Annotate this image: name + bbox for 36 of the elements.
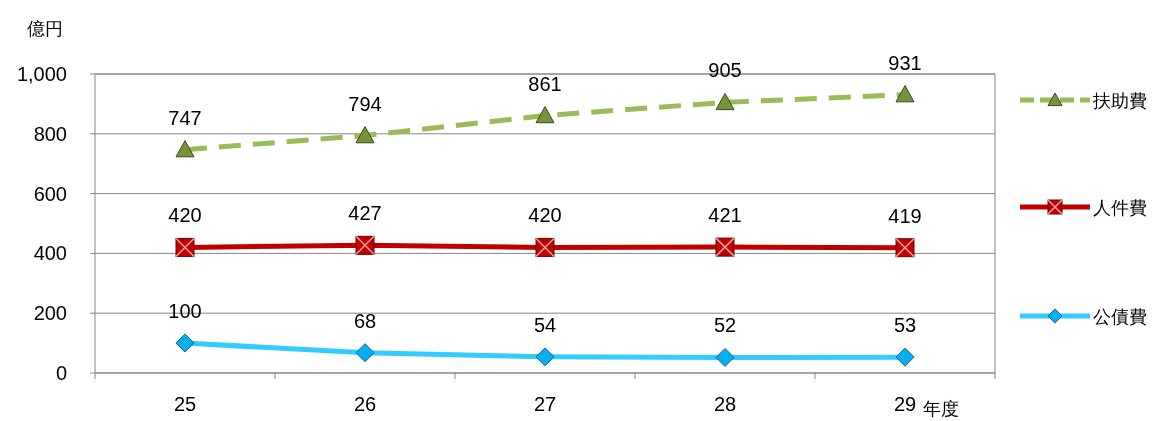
point bbox=[715, 92, 735, 111]
x-tick-label: 25 bbox=[173, 393, 197, 415]
data-label: 905 bbox=[708, 59, 742, 82]
y-tick-label: 600 bbox=[33, 182, 67, 205]
y-tick-label: 1,000 bbox=[16, 63, 67, 85]
data-label: 427 bbox=[348, 202, 382, 225]
data-label: 100 bbox=[168, 300, 202, 323]
data-label: 52 bbox=[713, 314, 737, 337]
x-axis-title: 年度 bbox=[923, 399, 959, 419]
point bbox=[355, 126, 375, 144]
x-tick-label: 28 bbox=[713, 393, 737, 415]
legend-label: 扶助費 bbox=[1092, 91, 1147, 111]
data-label: 68 bbox=[353, 309, 377, 332]
x-tick-label: 29 bbox=[893, 393, 917, 415]
data-label: 420 bbox=[528, 204, 562, 227]
data-label: 861 bbox=[528, 72, 562, 95]
data-label: 931 bbox=[888, 51, 922, 74]
data-label: 747 bbox=[168, 106, 202, 129]
x-tick-label: 27 bbox=[533, 393, 557, 415]
point bbox=[895, 85, 915, 103]
legend-label: 人件費 bbox=[1093, 198, 1147, 218]
data-label: 420 bbox=[168, 204, 202, 227]
y-tick-label: 800 bbox=[33, 122, 67, 145]
data-label: 54 bbox=[533, 313, 557, 336]
x-tick-label: 26 bbox=[353, 393, 377, 415]
data-label: 421 bbox=[708, 204, 742, 227]
data-label: 794 bbox=[348, 92, 382, 115]
point bbox=[175, 140, 195, 158]
y-axis-title: 億円 bbox=[27, 19, 63, 39]
point bbox=[535, 106, 555, 124]
legend-label: 公債費 bbox=[1093, 307, 1147, 327]
y-tick-label: 0 bbox=[55, 362, 67, 384]
data-label: 53 bbox=[893, 314, 917, 337]
y-tick-label: 200 bbox=[33, 302, 67, 325]
data-label: 419 bbox=[888, 204, 922, 227]
y-tick-label: 400 bbox=[33, 242, 67, 265]
